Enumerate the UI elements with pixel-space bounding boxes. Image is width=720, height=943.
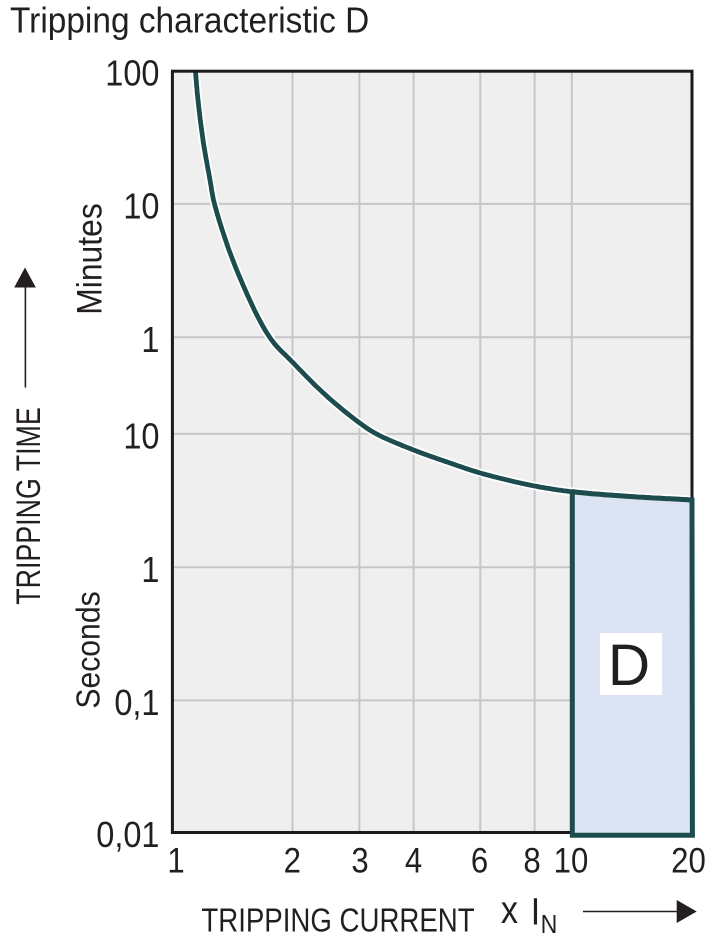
svg-text:Tripping characteristic D: Tripping characteristic D <box>10 0 369 41</box>
svg-text:TRIPPING TIME: TRIPPING TIME <box>9 407 48 604</box>
svg-text:0,01: 0,01 <box>96 815 159 855</box>
svg-text:x: x <box>501 888 518 931</box>
svg-text:0,1: 0,1 <box>114 683 159 723</box>
svg-text:1: 1 <box>141 320 159 360</box>
svg-text:Minutes: Minutes <box>71 203 110 315</box>
svg-text:I: I <box>531 890 540 933</box>
svg-text:20: 20 <box>671 842 706 881</box>
svg-text:100: 100 <box>105 54 159 94</box>
svg-text:10: 10 <box>554 842 589 881</box>
svg-text:6: 6 <box>471 842 488 881</box>
svg-text:1: 1 <box>167 842 184 881</box>
svg-text:10: 10 <box>123 187 159 227</box>
svg-text:3: 3 <box>351 842 368 881</box>
svg-text:8: 8 <box>523 842 540 881</box>
svg-text:1: 1 <box>141 550 159 590</box>
svg-text:D: D <box>608 633 650 698</box>
svg-text:Seconds: Seconds <box>69 591 107 708</box>
svg-text:2: 2 <box>284 842 301 881</box>
svg-text:N: N <box>541 911 558 940</box>
svg-text:10: 10 <box>123 417 159 457</box>
svg-text:4: 4 <box>405 842 422 881</box>
svg-text:TRIPPING CURRENT: TRIPPING CURRENT <box>201 901 474 939</box>
